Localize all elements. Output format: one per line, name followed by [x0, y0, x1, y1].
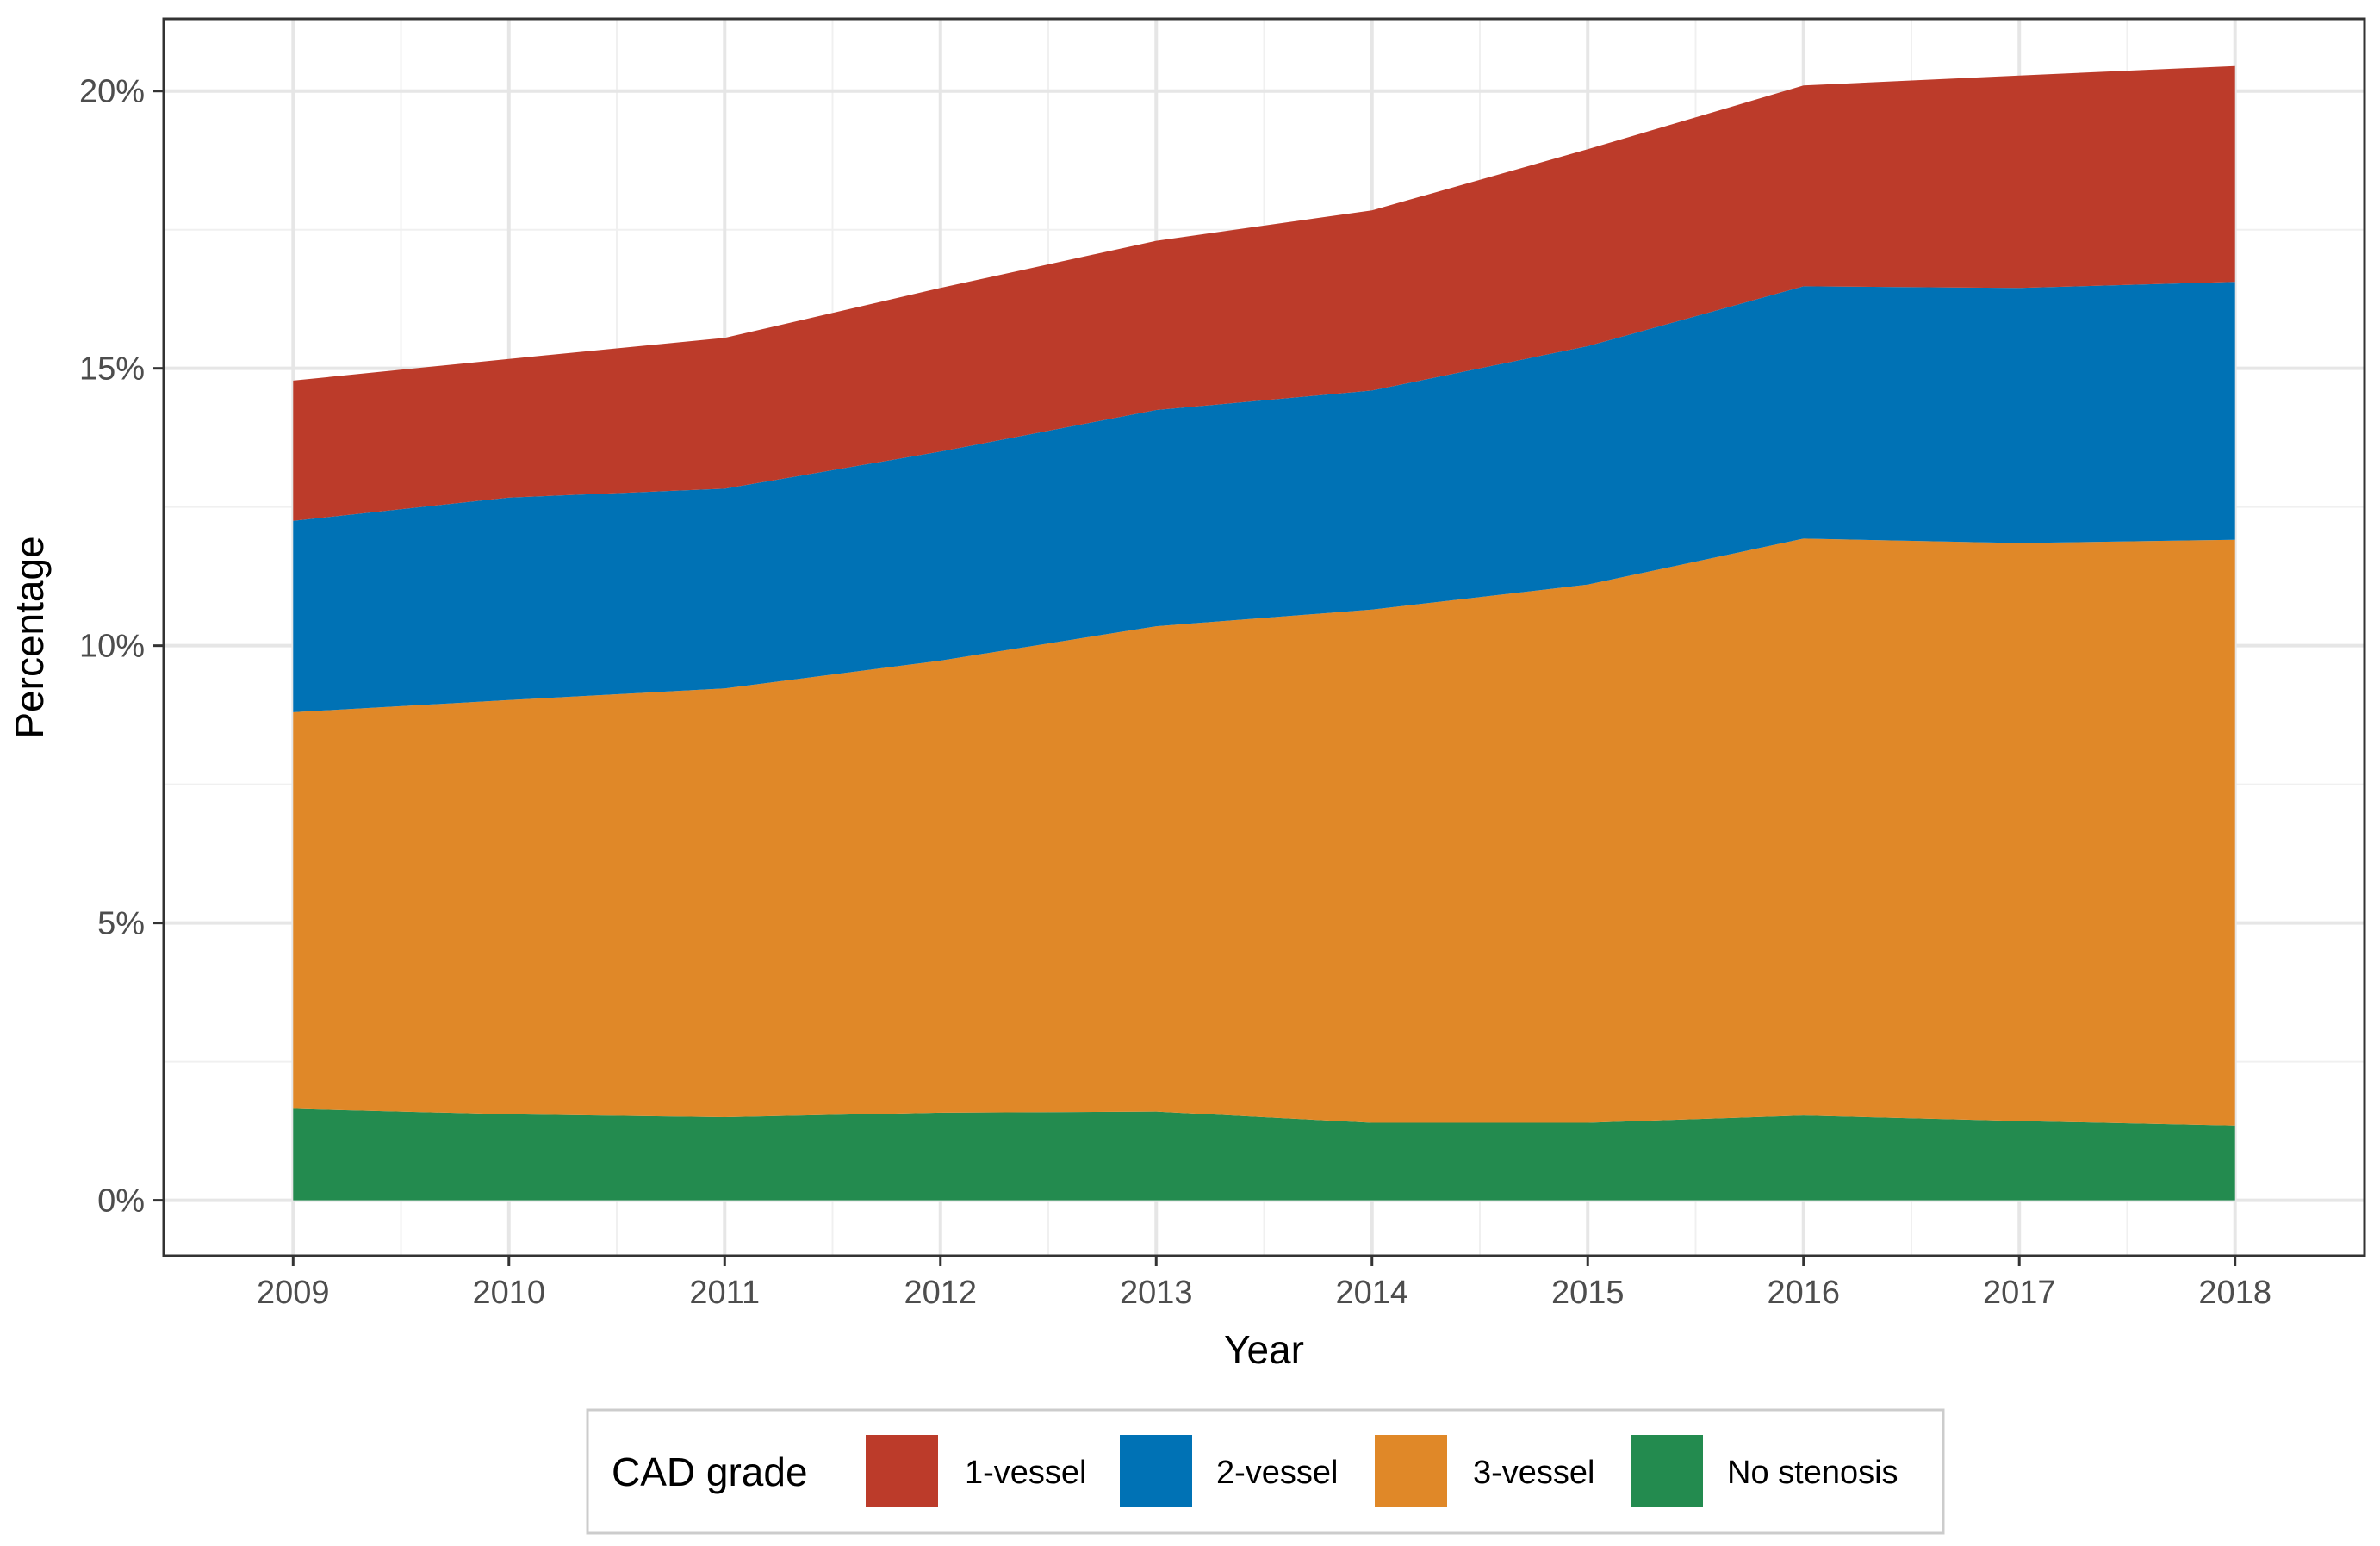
- plot-border: [162, 17, 2366, 1257]
- legend: CAD grade 1-vessel 2-vessel 3-vessel No ste…: [586, 1408, 1945, 1535]
- legend-label: No stenosis: [1727, 1455, 1898, 1491]
- x-tick-label: 2015: [1551, 1275, 1625, 1311]
- legend-key: [1631, 1435, 1703, 1507]
- x-axis-ticks: 2009 2010 2011 2012 2013 2014 2015 2016 2017 2018: [257, 1256, 2271, 1311]
- x-tick-label: 2016: [1767, 1275, 1840, 1311]
- x-tick-label: 2012: [904, 1275, 977, 1311]
- x-tick-label: 2018: [2198, 1275, 2271, 1311]
- area-no-stenosis: [293, 1108, 2235, 1201]
- legend-key: [1120, 1435, 1192, 1507]
- legend-label: 3-vessel: [1473, 1455, 1595, 1491]
- x-tick-label: 2013: [1120, 1275, 1193, 1311]
- y-tick-label: 20%: [79, 74, 145, 110]
- area-2-vessel: [293, 282, 2235, 712]
- legend-key: [866, 1435, 938, 1507]
- x-tick-label: 2009: [257, 1275, 330, 1311]
- legend-items: 1-vessel 2-vessel 3-vessel No stenosis: [866, 1435, 1898, 1507]
- x-tick-label: 2011: [689, 1275, 760, 1311]
- area-1-vessel: [293, 65, 2235, 521]
- y-tick-label: 15%: [79, 351, 145, 388]
- y-tick-label: 0%: [97, 1183, 145, 1220]
- y-tick-label: 5%: [97, 906, 145, 942]
- legend-box: [586, 1408, 1945, 1535]
- y-tick-label: 10%: [79, 629, 145, 665]
- y-axis-ticks: 0% 5% 10% 15% 20%: [79, 74, 164, 1220]
- x-tick-label: 2010: [473, 1275, 546, 1311]
- legend-title: CAD grade: [612, 1450, 808, 1494]
- area-3-vessel: [293, 538, 2235, 1126]
- x-axis-title: Year: [1224, 1327, 1304, 1372]
- area-series: [293, 65, 2235, 1201]
- legend-label: 2-vessel: [1216, 1455, 1339, 1491]
- y-axis-title: Percentage: [7, 536, 52, 738]
- legend-key: [1375, 1435, 1447, 1507]
- x-tick-label: 2014: [1335, 1275, 1408, 1311]
- x-tick-label: 2017: [1983, 1275, 2056, 1311]
- legend-label: 1-vessel: [965, 1455, 1087, 1491]
